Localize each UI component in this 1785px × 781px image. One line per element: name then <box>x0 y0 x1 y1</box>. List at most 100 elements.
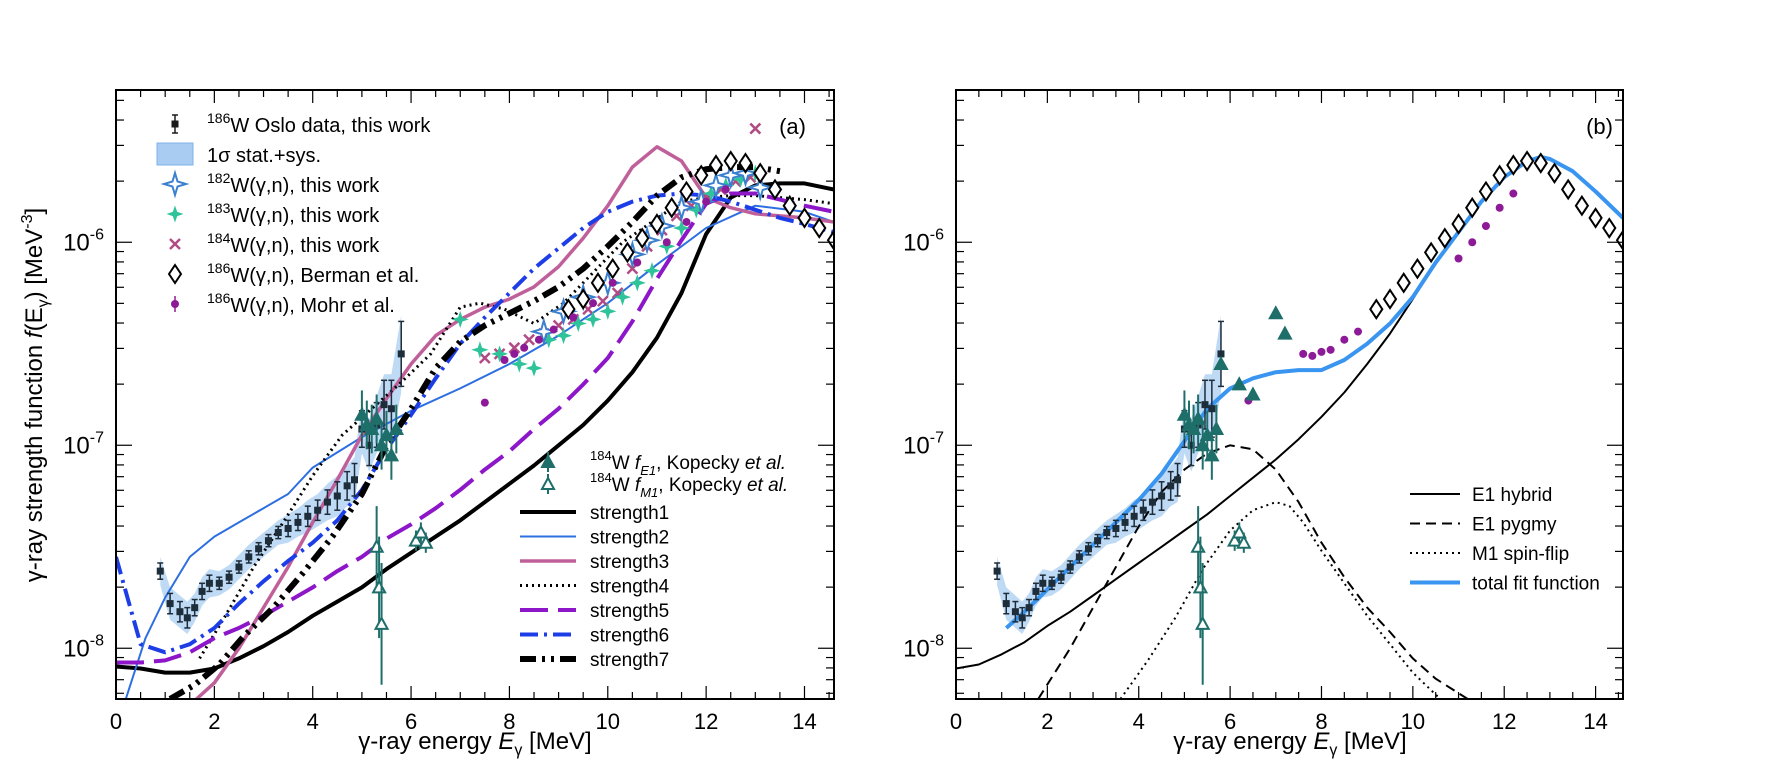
uncertainty-band <box>997 315 1221 634</box>
data-point-mohr <box>1495 203 1504 212</box>
legend-text-italic: et al. <box>747 475 788 496</box>
data-point-mohr <box>480 398 489 407</box>
axis-ticks <box>955 90 1623 699</box>
data-point-oslo <box>1158 492 1166 500</box>
data-point-mohr <box>549 325 558 334</box>
data-point-mohr <box>1308 351 1317 360</box>
x-tick-label: 6 <box>1224 709 1236 734</box>
data-point-berman <box>1465 196 1480 219</box>
plot-frame <box>955 89 1624 700</box>
data-point-w183 <box>510 355 528 373</box>
legend-label: 184W(γ,n), this work <box>207 230 380 257</box>
data-point-oslo <box>1139 506 1147 514</box>
data-point-mohr <box>633 258 642 267</box>
y-tick-exponent: -6 <box>930 226 944 243</box>
legend-text: , Kopecky <box>656 453 745 474</box>
y-tick-mantissa: 10 <box>63 229 90 256</box>
legend-entry: 186W Oslo data, this work <box>171 110 431 137</box>
data-point-w183 <box>471 341 489 359</box>
data-point-kopecky-m1 <box>373 615 390 630</box>
data-point-berman <box>1506 154 1521 176</box>
data-point-w183 <box>672 219 691 237</box>
x-tick-label: 0 <box>950 709 962 734</box>
data-point-oslo <box>1039 579 1047 587</box>
legend-superscript: 184 <box>590 470 612 485</box>
data-markers <box>156 122 834 685</box>
legend-entry: strength4 <box>520 577 670 598</box>
data-point-kopecky-e1 <box>364 420 380 436</box>
data-point-w182 <box>529 316 559 347</box>
legend-text: W(γ,n), this work <box>230 235 380 257</box>
data-point-kopecky-m1 <box>1236 534 1252 549</box>
y-tick-exponent: -8 <box>930 632 944 649</box>
data-point-oslo <box>215 579 223 587</box>
data-point-berman <box>649 213 665 235</box>
y-tick-label: 10-6 <box>903 226 944 256</box>
series-line-strength4 <box>198 194 834 660</box>
data-point-berman <box>1410 257 1425 280</box>
data-point-kopecky-m1 <box>371 579 387 594</box>
data-point-oslo <box>245 553 253 561</box>
data-point-w184 <box>523 333 535 346</box>
y-tick-label: 10-7 <box>903 429 944 459</box>
y-tick-exponent: -7 <box>90 429 104 446</box>
data-point-w184 <box>596 295 609 308</box>
legend-superscript: 186 <box>207 260 231 276</box>
y-tick-exponent: -7 <box>930 429 944 446</box>
legend-entry: 186W(γ,n), Mohr et al. <box>171 290 395 317</box>
x-axis-label: γ-ray energy Eγ [MeV] <box>1173 728 1406 759</box>
data-point-oslo <box>1018 614 1026 622</box>
data-point-w184 <box>169 238 181 250</box>
data-point-kopecky-m1 <box>1226 532 1243 547</box>
x-tick-label: 6 <box>405 709 417 734</box>
x-tick-label: 14 <box>792 709 816 734</box>
data-point-oslo <box>1121 518 1129 526</box>
data-point-berman <box>753 162 768 185</box>
legend-entry: strength6 <box>520 626 669 647</box>
data-point-oslo <box>1011 608 1019 616</box>
legend-entry: strength7 <box>520 650 669 671</box>
data-point-kopecky-e1 <box>1195 437 1211 452</box>
data-point-oslo <box>264 537 272 545</box>
data-point-mohr <box>1299 349 1308 358</box>
data-point-berman <box>1451 213 1466 235</box>
data-point-oslo <box>1075 553 1083 561</box>
plot-frame <box>115 89 835 700</box>
data-point-oslo <box>1187 441 1195 449</box>
data-point-berman <box>812 217 827 239</box>
legend-superscript: 186 <box>207 290 231 306</box>
legend-text: W(γ,n), Berman et al. <box>230 265 419 287</box>
data-point-berman <box>738 152 753 174</box>
data-point-kopecky-e1 <box>1204 447 1220 462</box>
data-point-kopecky-e1 <box>388 420 404 436</box>
legend-label: 184W fE1, Kopecky et al. <box>590 448 786 478</box>
data-point-berman <box>561 298 576 321</box>
data-point-w183 <box>628 274 646 292</box>
legend-entry: 184W fE1, Kopecky et al. <box>540 448 786 478</box>
data-point-berman <box>1560 178 1576 201</box>
data-point-oslo <box>314 506 322 514</box>
data-point-w184 <box>478 352 491 364</box>
series-line-m1-spin-flip <box>1119 501 1441 699</box>
y-tick-mantissa: 10 <box>903 635 930 662</box>
data-point-oslo <box>274 529 282 537</box>
data-point-oslo <box>191 604 199 612</box>
x-stroke <box>749 122 762 135</box>
series-line-strength7 <box>168 164 781 699</box>
data-point-oslo <box>397 350 405 358</box>
data-point-mohr <box>1354 327 1363 336</box>
x-tick-label: 4 <box>307 709 319 734</box>
data-point-mohr <box>1326 345 1335 354</box>
x-stroke <box>478 352 491 364</box>
legend-superscript: 183 <box>207 200 231 216</box>
legend-label: 184W fM1, Kopecky et al. <box>590 470 788 500</box>
legend-entry: 184W fM1, Kopecky et al. <box>540 470 788 500</box>
data-point-oslo <box>1103 529 1111 537</box>
data-point-mohr <box>1468 238 1477 247</box>
legend-label: total fit function <box>1472 574 1600 595</box>
data-point-mohr <box>1509 189 1518 198</box>
legend-text: 1σ stat.+sys. <box>207 145 321 167</box>
legend-superscript: 186 <box>207 110 231 126</box>
uncertainty-band <box>160 315 402 634</box>
